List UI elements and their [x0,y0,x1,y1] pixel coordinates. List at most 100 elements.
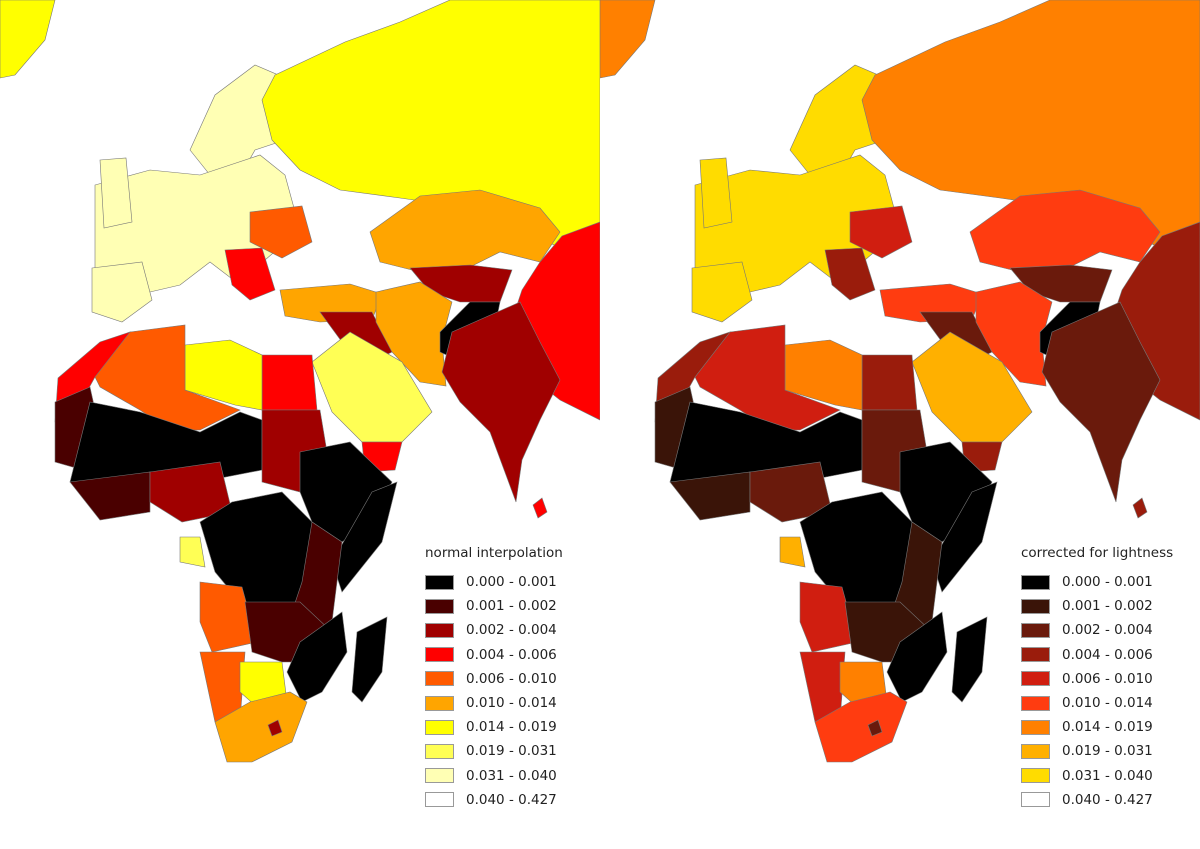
legend-item: 0.014 - 0.019 [425,715,563,739]
legend-label: 0.001 - 0.002 [466,598,557,615]
region-iberia [91,261,153,323]
region-south-africa [814,691,908,763]
legend-swatch [1021,622,1050,638]
legend-swatch [425,695,454,711]
region-saudi [311,331,433,443]
legend-label: 0.004 - 0.006 [466,646,557,663]
legend-item: 0.001 - 0.002 [1021,594,1173,618]
legend-item: 0.006 - 0.010 [1021,667,1173,691]
legend-swatch [1021,743,1050,759]
legend-label: 0.002 - 0.004 [466,622,557,639]
legend-label: 0.000 - 0.001 [466,574,557,591]
region-mozambique [286,611,348,703]
region-sri-lanka [1132,497,1148,519]
legend-label: 0.006 - 0.010 [466,670,557,687]
legend-label: 0.010 - 0.014 [466,695,557,712]
legend-swatch [1021,647,1050,663]
region-greenland [600,0,656,79]
legend-swatch [425,598,454,614]
legend-title: normal interpolation [425,545,563,561]
legend-label: 0.006 - 0.010 [1062,670,1153,687]
legend-label: 0.040 - 0.427 [466,791,557,808]
legend-item: 0.040 - 0.427 [425,788,563,812]
legend-label: 0.010 - 0.014 [1062,695,1153,712]
legend-item: 0.002 - 0.004 [1021,618,1173,642]
region-algeria [94,324,241,431]
legend-item: 0.040 - 0.427 [1021,788,1173,812]
legend-item: 0.014 - 0.019 [1021,715,1173,739]
legend-swatch [1021,671,1050,687]
legend-item: 0.019 - 0.031 [1021,739,1173,763]
region-india [1041,301,1161,503]
legend-item: 0.010 - 0.014 [1021,691,1173,715]
legend-label: 0.019 - 0.031 [466,743,557,760]
legend: normal interpolation 0.000 - 0.001 0.001 … [425,545,563,812]
legend-item: 0.019 - 0.031 [425,739,563,763]
legend-swatch [1021,598,1050,614]
region-mozambique [886,611,948,703]
region-india [441,301,561,503]
region-algeria [694,324,841,431]
region-gabon [779,536,806,568]
legend-swatch [1021,792,1050,808]
region-iberia [691,261,753,323]
legend: corrected for lightness 0.000 - 0.001 0.0… [1021,545,1173,812]
legend-label: 0.001 - 0.002 [1062,598,1153,615]
legend-item: 0.002 - 0.004 [425,618,563,642]
legend-label: 0.040 - 0.427 [1062,791,1153,808]
legend-item: 0.031 - 0.040 [1021,764,1173,788]
legend-swatch [1021,695,1050,711]
map-corrected-for-lightness: corrected for lightness 0.000 - 0.001 0.0… [600,0,1200,849]
legend-label: 0.031 - 0.040 [466,767,557,784]
region-egypt [261,354,318,411]
region-gabon [179,536,206,568]
legend-item: 0.010 - 0.014 [425,691,563,715]
legend-swatch [425,792,454,808]
region-ukraine [249,205,313,259]
region-balkans [224,247,276,301]
legend-item: 0.004 - 0.006 [1021,643,1173,667]
legend-label: 0.014 - 0.019 [1062,719,1153,736]
legend-label: 0.031 - 0.040 [1062,767,1153,784]
region-west-coast [69,471,151,521]
legend-title: corrected for lightness [1021,545,1174,561]
legend-swatch [425,622,454,638]
region-lesotho [267,719,283,737]
legend-swatch [1021,768,1050,784]
region-angola [799,581,858,653]
legend-swatch [425,768,454,784]
region-saudi [911,331,1033,443]
region-greenland [0,0,56,79]
region-ukraine [849,205,913,259]
region-nigeria-chad [749,461,833,523]
region-uk [699,157,733,229]
region-lesotho [867,719,883,737]
legend-label: 0.014 - 0.019 [466,719,557,736]
region-south-africa [214,691,308,763]
region-sri-lanka [532,497,548,519]
legend-label: 0.002 - 0.004 [1062,622,1153,639]
legend-item: 0.001 - 0.002 [425,594,563,618]
legend-swatch [425,647,454,663]
choropleth-map [600,0,1200,763]
region-balkans [824,247,876,301]
legend-swatch [1021,719,1050,735]
legend-swatch [425,719,454,735]
region-west-coast [669,471,751,521]
region-uk [99,157,133,229]
legend-item: 0.031 - 0.040 [425,764,563,788]
legend-label: 0.000 - 0.001 [1062,574,1153,591]
region-nigeria-chad [149,461,233,523]
legend-item: 0.000 - 0.001 [425,570,563,594]
legend-swatch [1021,574,1050,590]
region-madagascar [951,616,988,703]
map-normal-interpolation: normal interpolation 0.000 - 0.001 0.001 … [0,0,600,812]
choropleth-map [0,0,600,763]
region-angola [199,581,258,653]
legend-item: 0.004 - 0.006 [425,643,563,667]
legend-swatch [425,743,454,759]
legend-swatch [425,574,454,590]
legend-label: 0.004 - 0.006 [1062,646,1153,663]
legend-item: 0.006 - 0.010 [425,667,563,691]
region-iran [975,281,1053,387]
